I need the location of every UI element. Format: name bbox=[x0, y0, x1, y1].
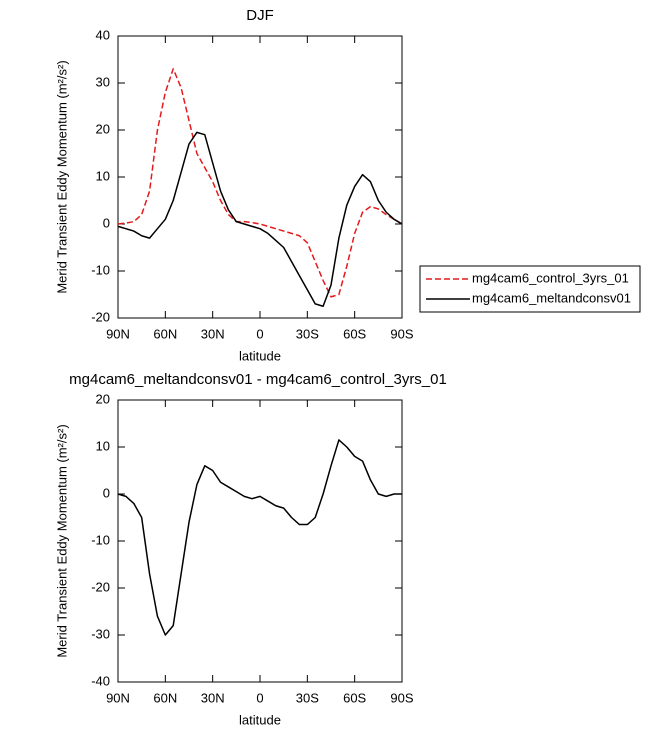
x-tick-label: 30S bbox=[296, 690, 319, 705]
legend-label: mg4cam6_meltandconsv01 bbox=[472, 290, 631, 305]
legend-box bbox=[419, 265, 641, 313]
x-axis-label: latitude bbox=[239, 712, 281, 727]
y-tick-label: -10 bbox=[91, 262, 110, 277]
x-tick-label: 30N bbox=[201, 326, 225, 341]
data-line bbox=[117, 68, 403, 298]
y-tick-label: -40 bbox=[91, 673, 110, 688]
plot-frame bbox=[117, 35, 403, 319]
y-tick-label: 10 bbox=[96, 438, 110, 453]
y-tick-label: -10 bbox=[91, 532, 110, 547]
chart-title: mg4cam6_meltandconsv01 - mg4cam6_control… bbox=[69, 371, 447, 388]
x-tick-label: 90S bbox=[390, 690, 413, 705]
x-tick-label: 60S bbox=[343, 326, 366, 341]
y-tick-label: 20 bbox=[96, 391, 110, 406]
y-tick-label: 0 bbox=[103, 215, 110, 230]
x-tick-label: 60N bbox=[153, 690, 177, 705]
x-tick-label: 0 bbox=[256, 690, 263, 705]
y-tick-label: 10 bbox=[96, 168, 110, 183]
y-tick-label: 40 bbox=[96, 27, 110, 42]
data-line bbox=[117, 131, 403, 307]
x-tick-label: 30S bbox=[296, 326, 319, 341]
x-axis-label: latitude bbox=[239, 348, 281, 363]
plot-frame bbox=[117, 399, 403, 683]
y-tick-label: -20 bbox=[91, 309, 110, 324]
y-tick-label: -20 bbox=[91, 579, 110, 594]
x-tick-label: 0 bbox=[256, 326, 263, 341]
x-tick-label: 30N bbox=[201, 690, 225, 705]
data-line bbox=[117, 439, 402, 636]
x-tick-label: 60S bbox=[343, 690, 366, 705]
chart-title: DJF bbox=[246, 7, 274, 24]
legend-label: mg4cam6_control_3yrs_01 bbox=[472, 270, 629, 285]
x-tick-label: 90S bbox=[390, 326, 413, 341]
y-axis-label: Merid Transient Eddy Momentum (m²/s²) bbox=[54, 424, 69, 657]
y-tick-label: 0 bbox=[103, 485, 110, 500]
y-tick-label: 20 bbox=[96, 121, 110, 136]
x-tick-label: 90N bbox=[106, 326, 130, 341]
x-tick-label: 90N bbox=[106, 690, 130, 705]
y-tick-label: 30 bbox=[96, 74, 110, 89]
y-axis-label: Merid Transient Eddy Momentum (m²/s²) bbox=[54, 60, 69, 293]
x-tick-label: 60N bbox=[153, 326, 177, 341]
y-tick-label: -30 bbox=[91, 626, 110, 641]
